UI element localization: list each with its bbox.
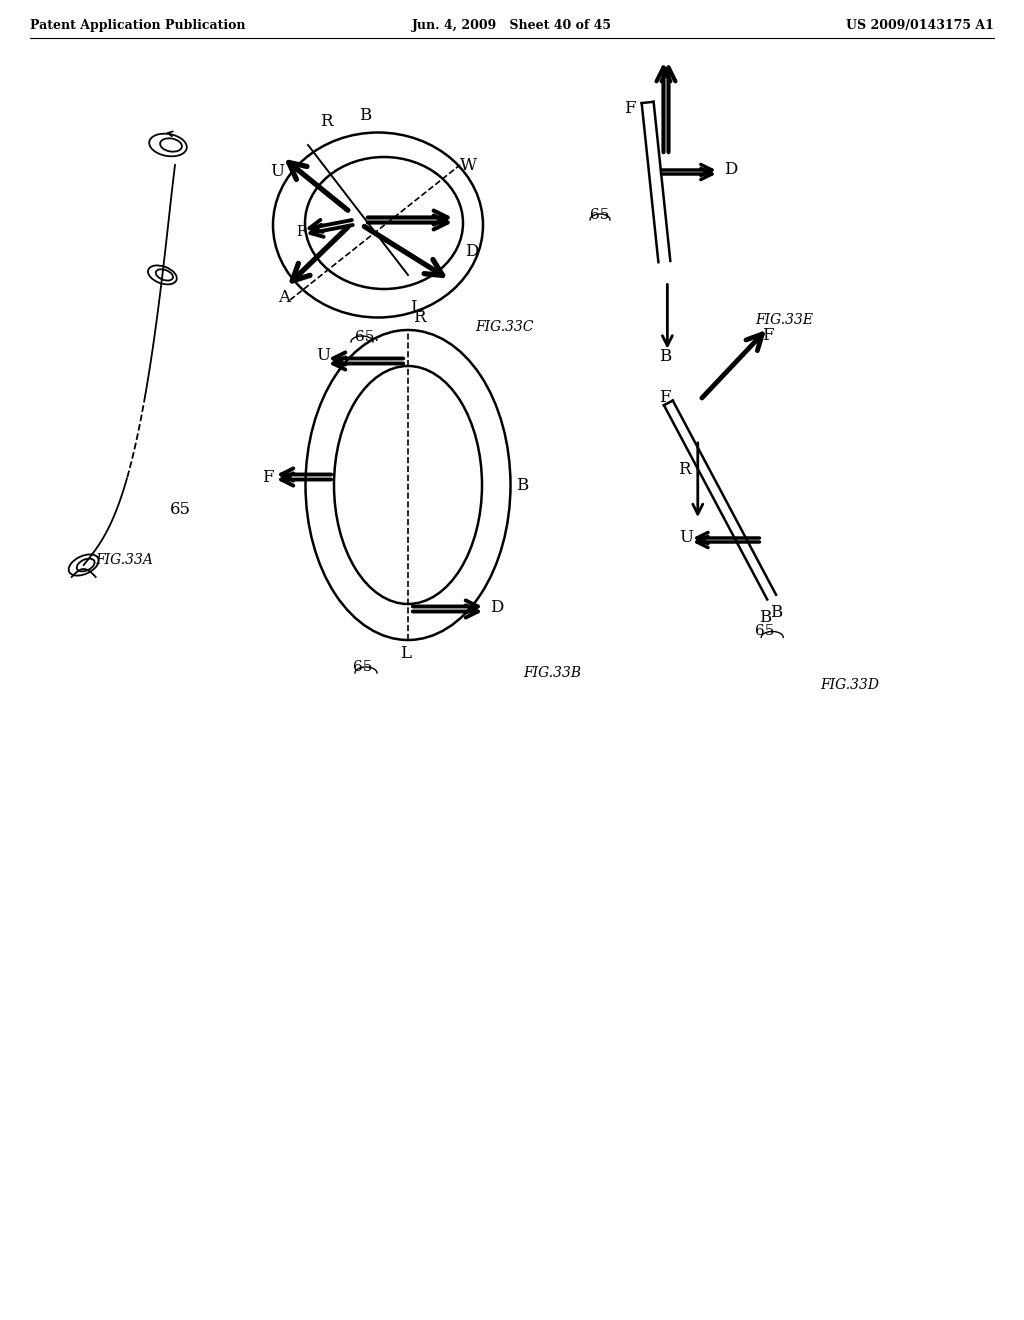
Text: FIG.33E: FIG.33E (755, 313, 813, 327)
Text: L: L (400, 644, 411, 661)
Text: W: W (460, 157, 477, 173)
Text: Jun. 4, 2009   Sheet 40 of 45: Jun. 4, 2009 Sheet 40 of 45 (412, 18, 612, 32)
Text: Patent Application Publication: Patent Application Publication (30, 18, 246, 32)
Text: FIG.33A: FIG.33A (95, 553, 153, 568)
Text: B: B (516, 477, 528, 494)
Text: B: B (659, 348, 672, 366)
Text: 65: 65 (756, 624, 774, 639)
Text: F: F (624, 99, 635, 116)
Text: R: R (319, 114, 333, 131)
Text: D: D (465, 243, 478, 260)
Text: B: B (358, 107, 371, 124)
Text: F: F (762, 326, 773, 343)
Text: A: A (278, 289, 290, 306)
Text: B: B (759, 609, 771, 626)
Text: 65: 65 (590, 209, 609, 222)
Text: 65.: 65. (355, 330, 379, 345)
Text: F: F (262, 469, 273, 486)
Text: D: D (490, 598, 504, 615)
Text: US 2009/0143175 A1: US 2009/0143175 A1 (846, 18, 994, 32)
Text: FIG.33C: FIG.33C (475, 319, 534, 334)
Text: F: F (296, 224, 305, 239)
Text: D: D (724, 161, 737, 178)
Text: R: R (413, 309, 426, 326)
Text: FIG.33D: FIG.33D (820, 678, 879, 692)
Text: B: B (770, 605, 782, 622)
Text: R: R (678, 462, 690, 479)
Text: U: U (316, 346, 330, 363)
Text: 65: 65 (353, 660, 373, 675)
Text: L: L (410, 300, 421, 317)
Text: F: F (658, 388, 671, 405)
Text: U: U (679, 529, 693, 546)
Text: FIG.33B: FIG.33B (523, 667, 582, 680)
Text: 65: 65 (170, 502, 191, 519)
Text: U: U (270, 164, 284, 181)
